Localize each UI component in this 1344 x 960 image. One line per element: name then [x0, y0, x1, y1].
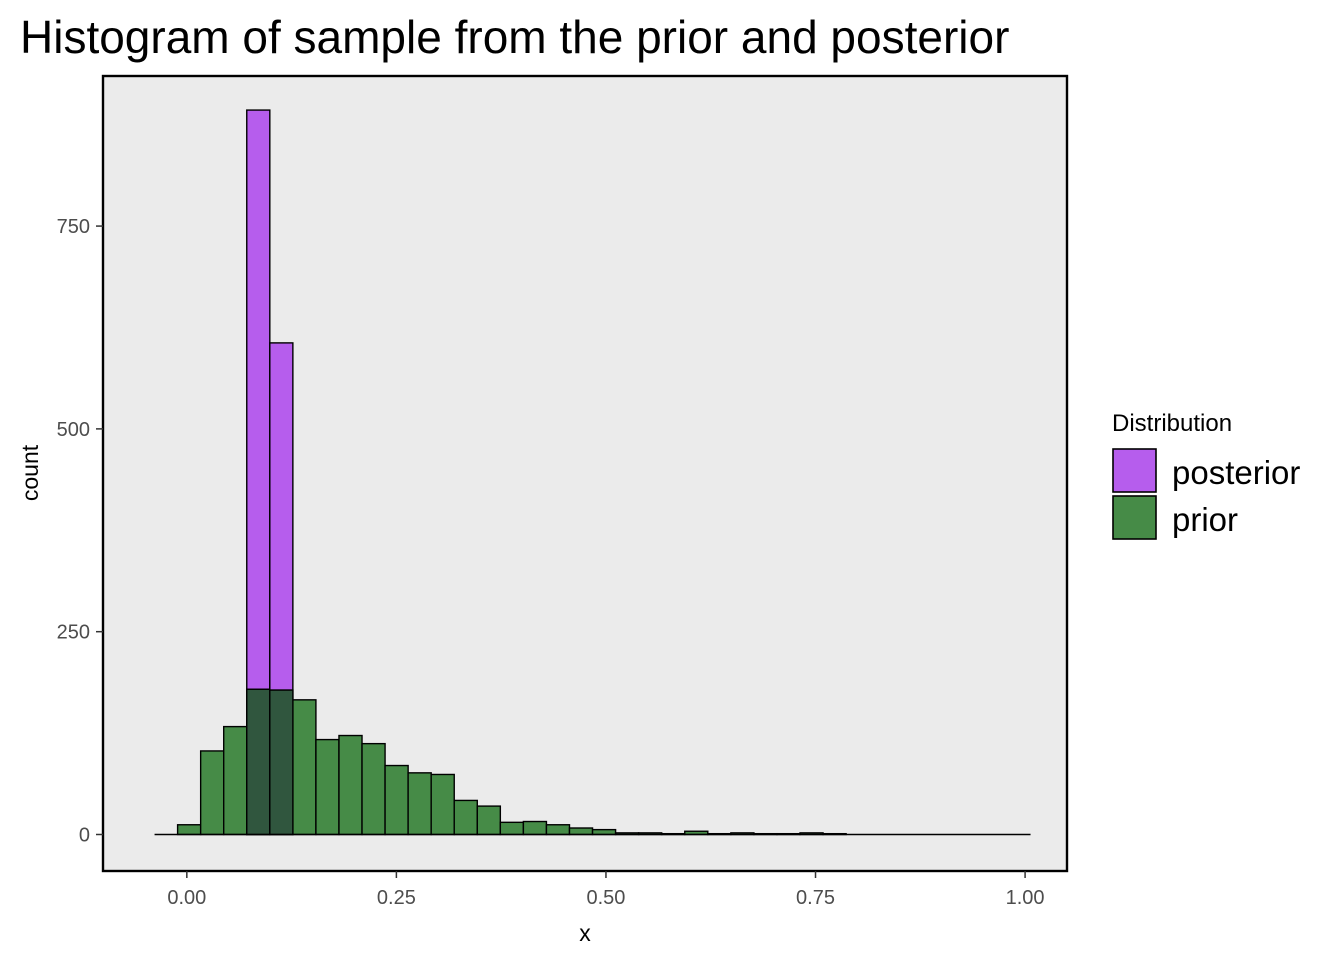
prior-bar — [385, 766, 408, 835]
y-tick-label: 250 — [57, 622, 90, 644]
prior-bar — [293, 700, 316, 835]
prior-bar — [431, 774, 454, 834]
overlap-bars — [247, 689, 293, 834]
legend-swatch-posterior — [1113, 449, 1156, 492]
overlap-bar — [247, 689, 270, 834]
prior-bar — [546, 825, 569, 835]
y-tick-label: 500 — [57, 419, 90, 441]
legend: Distribution posterior prior — [1112, 410, 1300, 539]
x-tick-label: 1.00 — [1006, 887, 1045, 909]
prior-bar — [316, 740, 339, 835]
x-axis: 0.00 0.25 0.50 0.75 1.00 — [167, 871, 1044, 909]
prior-bar — [569, 828, 592, 834]
prior-bar — [178, 825, 201, 835]
prior-bar — [500, 822, 523, 834]
legend-label-prior: prior — [1172, 501, 1238, 538]
prior-bar — [477, 806, 500, 834]
legend-swatch-prior — [1113, 496, 1156, 539]
prior-bar — [362, 744, 385, 835]
legend-label-posterior: posterior — [1172, 454, 1300, 491]
prior-bar — [339, 736, 362, 835]
x-tick-label: 0.75 — [796, 887, 835, 909]
prior-bar — [201, 751, 224, 835]
y-tick-label: 750 — [57, 216, 90, 238]
y-axis-label: count — [17, 444, 43, 501]
prior-bar — [224, 727, 247, 835]
x-tick-label: 0.50 — [586, 887, 625, 909]
legend-title: Distribution — [1112, 410, 1232, 437]
prior-bar — [454, 800, 477, 834]
prior-bar — [523, 822, 546, 835]
prior-bar — [408, 773, 431, 835]
x-tick-label: 0.25 — [377, 887, 416, 909]
overlap-bar — [270, 690, 293, 834]
y-axis: 0 250 500 750 — [57, 216, 103, 846]
x-axis-label: x — [579, 920, 591, 946]
chart-title: Histogram of sample from the prior and p… — [20, 11, 1009, 63]
y-tick-label: 0 — [79, 824, 90, 846]
x-tick-label: 0.00 — [167, 887, 206, 909]
